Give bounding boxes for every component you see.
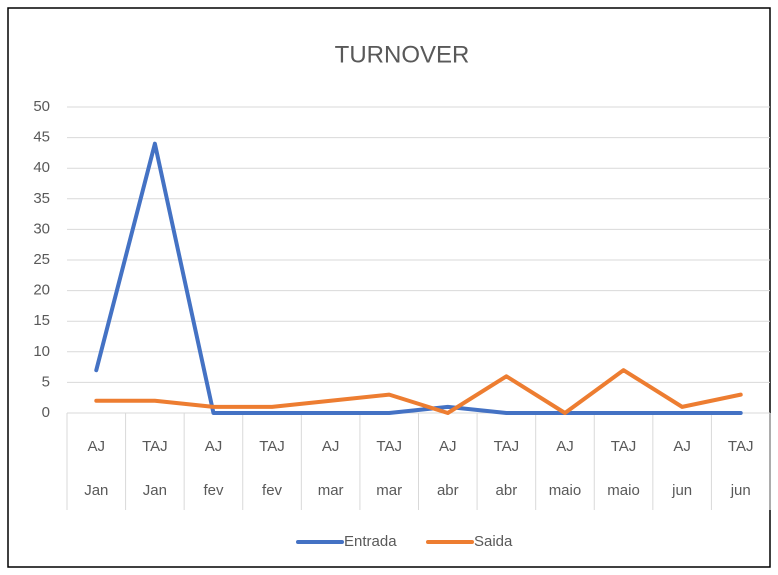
x-tick-label: AJ [205, 438, 223, 455]
x-tick-label: TAJ [494, 438, 520, 455]
x-tick-label: AJ [556, 438, 574, 455]
x-group-label: jun [730, 482, 751, 499]
x-tick-label: AJ [88, 438, 106, 455]
x-group-label: jun [671, 482, 692, 499]
x-tick-label: AJ [322, 438, 340, 455]
x-group-label: Jan [143, 482, 167, 499]
chart-frame [7, 7, 771, 568]
x-group-label: fev [262, 482, 283, 499]
y-tick-label: 25 [33, 251, 50, 268]
y-tick-label: 20 [33, 282, 50, 299]
x-group-label: Jan [84, 482, 108, 499]
x-group-label: mar [376, 482, 402, 499]
data-line [94, 141, 743, 415]
legend-label: Saida [474, 533, 513, 550]
x-group-label: fev [203, 482, 224, 499]
y-tick-label: 15 [33, 312, 50, 329]
y-tick-label: 10 [33, 343, 50, 360]
y-tick-label: 35 [33, 190, 50, 207]
y-tick-label: 5 [42, 373, 50, 390]
x-tick-label: AJ [673, 438, 691, 455]
y-tick-label: 40 [33, 159, 50, 176]
x-tick-label: TAJ [376, 438, 402, 455]
legend-label: Entrada [344, 533, 397, 550]
x-group-label: abr [496, 482, 518, 499]
x-group-label: maio [549, 482, 582, 499]
x-group-label: abr [437, 482, 459, 499]
x-tick-label: TAJ [611, 438, 637, 455]
y-tick-label: 0 [42, 404, 50, 421]
x-tick-label: TAJ [728, 438, 754, 455]
x-tick-label: TAJ [259, 438, 285, 455]
data-line [94, 368, 743, 415]
x-group-label: maio [607, 482, 640, 499]
chart-title: TURNOVER [335, 41, 470, 68]
y-tick-label: 30 [33, 220, 50, 237]
x-tick-label: AJ [439, 438, 457, 455]
x-group-label: mar [318, 482, 344, 499]
y-tick-label: 45 [33, 129, 50, 146]
x-tick-label: TAJ [142, 438, 168, 455]
y-tick-label: 50 [33, 98, 50, 115]
